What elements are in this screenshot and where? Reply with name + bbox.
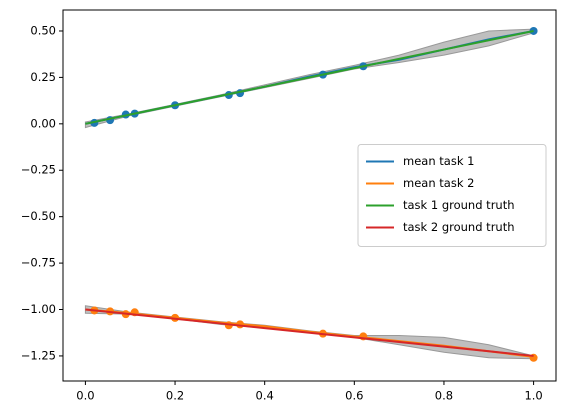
y-tick-label: −1.00 — [21, 302, 56, 316]
x-tick-label: 1.0 — [524, 389, 542, 403]
y-tick-label: 0.50 — [30, 23, 56, 37]
y-tick-label: 0.00 — [30, 116, 56, 130]
y-tick-label: −0.50 — [21, 209, 56, 223]
plot-frame — [62, 9, 557, 382]
legend-label: mean task 2 — [403, 176, 474, 190]
legend: mean task 1 mean task 2 task 1 ground trut… — [357, 144, 547, 247]
legend-label: task 1 ground truth — [403, 198, 515, 212]
legend-label: mean task 1 — [403, 154, 474, 168]
x-tick-label: 0.2 — [166, 389, 184, 403]
y-tick-label: −0.25 — [21, 163, 56, 177]
legend-box — [357, 144, 547, 247]
x-tick-label: 0.8 — [435, 389, 453, 403]
line — [85, 308, 534, 357]
y-tick-label: 0.25 — [30, 70, 56, 84]
x-tick-label: 0.4 — [256, 389, 274, 403]
x-tick-label: 0.6 — [345, 389, 363, 403]
y-tick-label: −1.25 — [21, 348, 56, 362]
x-tick-label: 0.0 — [76, 389, 94, 403]
y-tick-label: −0.75 — [21, 256, 56, 270]
line — [85, 30, 534, 125]
legend-label: task 2 ground truth — [403, 220, 515, 234]
